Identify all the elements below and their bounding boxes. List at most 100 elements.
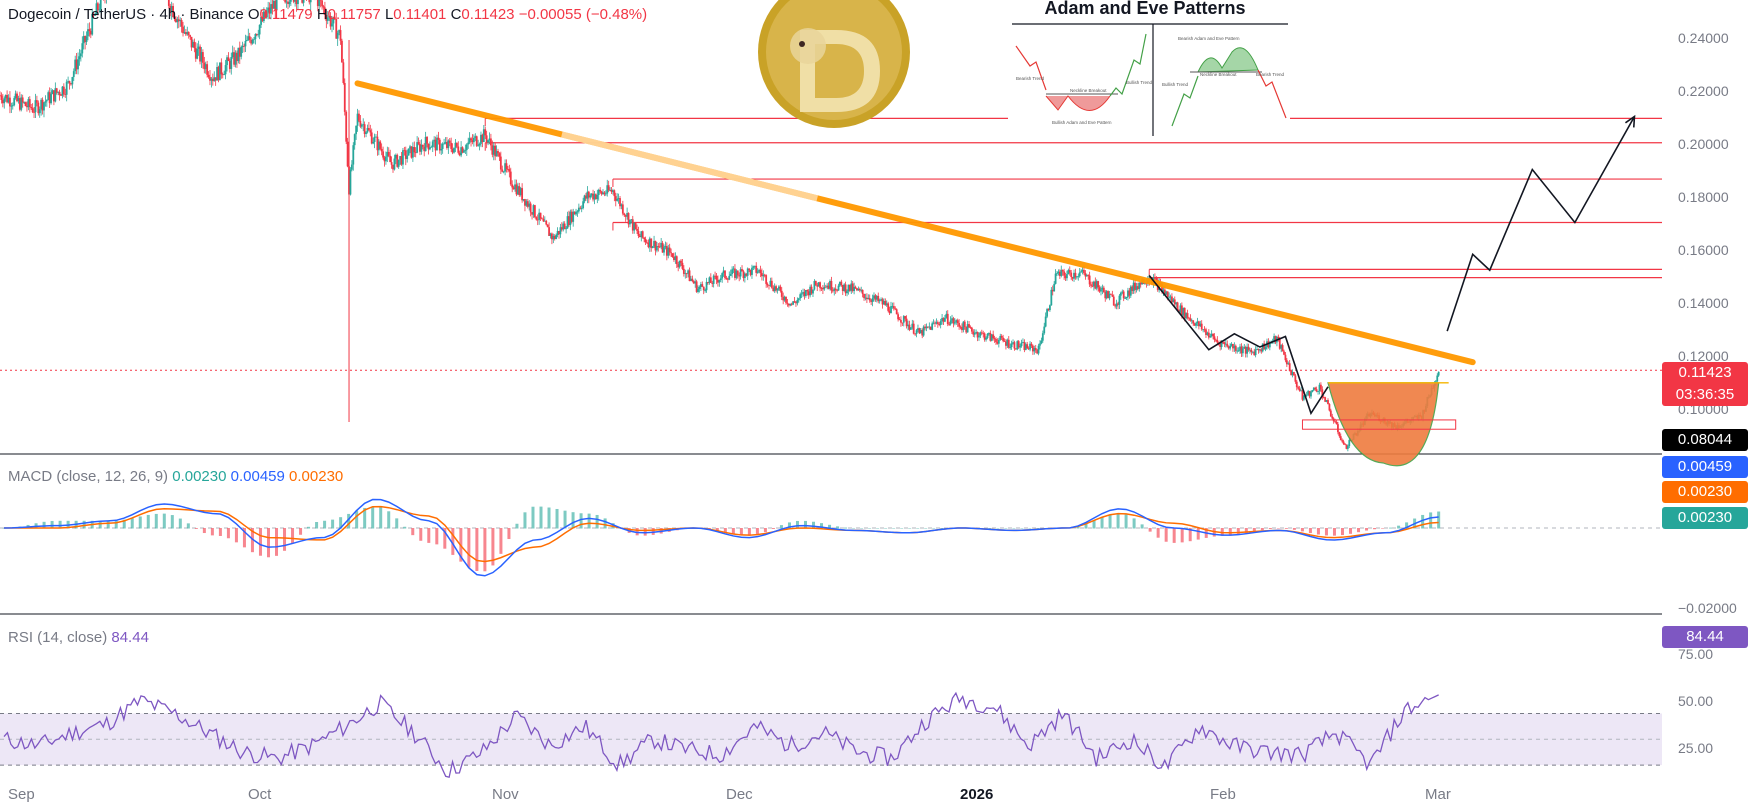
candle-body — [642, 231, 644, 237]
rsi-legend[interactable]: RSI (14, close) 84.44 — [8, 629, 149, 646]
candle-body — [289, 2, 291, 4]
candle-body — [77, 59, 79, 69]
candle-body — [457, 147, 459, 153]
macd-histogram-bar — [1197, 528, 1200, 540]
macd-histogram-bar — [299, 528, 302, 535]
macd-histogram-bar — [323, 521, 326, 529]
time-tick: Oct — [248, 786, 271, 803]
candle-body — [540, 213, 542, 219]
symbol-header[interactable]: Dogecoin / TetherUS · 4h · Binance O0.11… — [8, 6, 647, 23]
candle-body — [1238, 350, 1240, 351]
candle-body — [629, 220, 631, 225]
candle-body — [379, 142, 381, 149]
candle-body — [720, 278, 722, 280]
macd-histogram-bar — [227, 528, 230, 538]
candle-body — [1001, 336, 1003, 338]
candle-body — [372, 142, 374, 143]
candle-body — [473, 138, 475, 142]
candle-body — [728, 276, 730, 280]
candle-body — [1327, 400, 1329, 404]
symbol-title[interactable]: Dogecoin / TetherUS · 4h · Binance — [8, 6, 244, 23]
candle-body — [904, 316, 906, 319]
candle-body — [964, 322, 966, 327]
candle-body — [81, 43, 83, 53]
candle-body — [1056, 273, 1058, 274]
macd-histogram-bar — [203, 528, 206, 533]
candle-body — [1283, 351, 1285, 354]
candle-body — [635, 223, 637, 229]
candle-body — [724, 271, 726, 278]
candle-body — [1340, 436, 1342, 440]
candle-body — [503, 172, 505, 173]
inset-label-bullish-trend: Bullish Trend — [1126, 80, 1153, 85]
macd-histogram-bar — [588, 514, 591, 529]
macd-legend[interactable]: MACD (close, 12, 26, 9) 0.00230 0.00459 … — [8, 468, 343, 485]
macd-histogram-bar — [235, 528, 238, 542]
macd-histogram-bar — [507, 528, 510, 539]
candle-body — [954, 322, 956, 323]
candle-body — [985, 338, 987, 340]
candle-body — [913, 324, 915, 334]
candle-body — [487, 140, 489, 142]
candle-body — [228, 57, 230, 61]
candle-body — [351, 165, 353, 170]
candle-body — [1038, 346, 1040, 354]
candle-body — [616, 199, 618, 201]
candle-body — [815, 281, 817, 285]
macd-histogram-bar — [580, 513, 583, 528]
candle-body — [1226, 344, 1228, 347]
candle-body — [863, 294, 865, 298]
candle-body — [347, 142, 349, 167]
macd-histogram-bar — [1389, 528, 1392, 529]
candle-body — [1103, 288, 1105, 292]
macd-histogram-bar — [780, 525, 783, 528]
candle-body — [259, 25, 261, 35]
candle-body — [994, 338, 996, 339]
macd-histogram-bar — [1181, 528, 1184, 542]
candle-body — [463, 151, 465, 153]
candle-body — [303, 0, 305, 3]
inset-label-neckline-breakout-2: Neckline Breakout — [1200, 72, 1237, 77]
candle-body — [1090, 284, 1092, 285]
candle-body — [71, 77, 73, 84]
candle-body — [477, 145, 479, 146]
candle-body — [545, 221, 547, 225]
candle-body — [1097, 281, 1099, 287]
candle-body — [1187, 313, 1189, 318]
candle-body — [910, 328, 912, 330]
candle-body — [547, 225, 549, 228]
candle-body — [1110, 294, 1112, 295]
candle-body — [1026, 344, 1028, 348]
candle-body — [838, 286, 840, 291]
candle-body — [208, 75, 210, 77]
macd-histogram-bar — [548, 508, 551, 529]
candle-body — [1329, 404, 1331, 410]
macd-histogram-bar — [1004, 528, 1007, 529]
macd-histogram-bar — [892, 528, 895, 529]
time-tick: Feb — [1210, 786, 1236, 803]
candle-body — [30, 107, 32, 108]
macd-histogram-bar — [924, 528, 927, 529]
candle-body — [342, 62, 344, 83]
candle-body — [352, 145, 354, 164]
macd-histogram-bar — [1020, 528, 1023, 529]
price-tick: 0.18000 — [1678, 189, 1729, 205]
candle-body — [470, 138, 472, 140]
macd-histogram-bar — [371, 507, 374, 529]
candle-body — [1042, 333, 1044, 340]
candle-body — [636, 229, 638, 231]
macd-hist-value: 0.00230 — [172, 468, 226, 485]
candle-body — [344, 83, 346, 112]
time-tick-year: 2026 — [960, 786, 993, 803]
candle-body — [220, 62, 222, 74]
macd-histogram-bar — [291, 528, 294, 543]
candle-body — [1285, 355, 1287, 361]
candle-body — [39, 109, 41, 113]
rsi-tick: 25.00 — [1678, 740, 1713, 756]
candle-body — [365, 132, 367, 134]
candle-body — [394, 159, 396, 170]
macd-histogram-bar — [1293, 528, 1296, 530]
macd-line-badge: 0.00459 — [1662, 456, 1748, 478]
candle-body — [731, 269, 733, 274]
